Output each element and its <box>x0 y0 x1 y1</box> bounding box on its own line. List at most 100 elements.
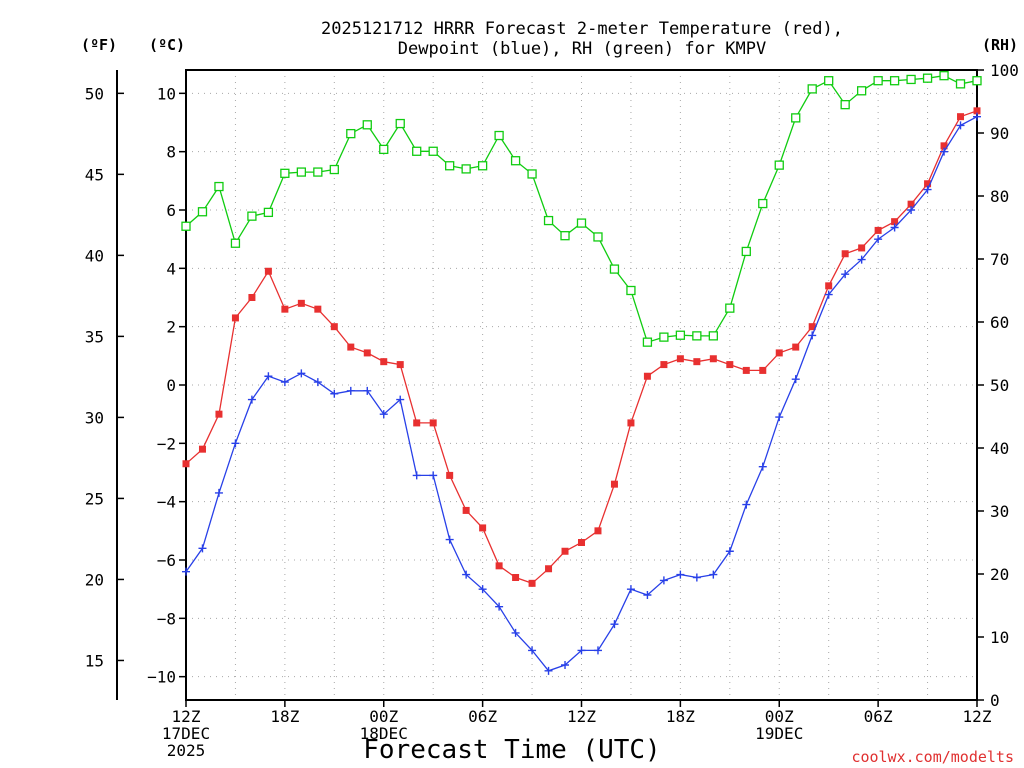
rh-point <box>576 218 587 228</box>
x-tick-label: 12Z <box>963 707 992 726</box>
fahrenheit-axis: 15 20 25 30 35 40 45 50 <box>85 84 124 670</box>
temperature-point <box>825 282 833 290</box>
x-tick-label: 18Z <box>666 707 695 726</box>
temperature-point <box>413 419 421 427</box>
temperature-point <box>231 314 239 322</box>
f-tick-label: 25 <box>85 489 104 508</box>
rh-point <box>346 128 356 139</box>
rh-tick-label: 10 <box>990 628 1009 647</box>
rh-point <box>477 161 488 171</box>
rh-point <box>955 79 966 89</box>
rh-point <box>494 130 504 141</box>
rh-point <box>214 181 224 192</box>
dewpoint-point <box>528 646 537 655</box>
rh-tick-label: 40 <box>990 439 1009 458</box>
rh-point <box>725 303 735 313</box>
dewpoint-point <box>857 255 866 264</box>
temperature-point <box>709 355 717 363</box>
temperature-point <box>429 419 437 427</box>
x-tick-label: 00Z <box>369 707 398 726</box>
series-open-square <box>181 71 982 347</box>
rh-point <box>692 331 702 341</box>
dewpoint-point <box>956 121 965 130</box>
rh-point <box>313 167 323 177</box>
dewpoint-point <box>659 576 668 585</box>
rh-point <box>856 86 867 96</box>
temperature-point <box>841 250 849 258</box>
rh-point <box>922 73 933 83</box>
rh-point <box>543 215 554 226</box>
rh-point <box>675 330 686 340</box>
dewpoint-point <box>297 369 306 378</box>
grid-lines <box>186 70 977 700</box>
temperature-point <box>479 524 487 532</box>
x-tick-label: 2025 <box>167 741 206 760</box>
rh-point <box>197 207 208 217</box>
temperature-point <box>396 361 404 369</box>
dewpoint-point <box>610 620 619 629</box>
rh-point <box>247 211 257 221</box>
temperature-point <box>363 349 371 357</box>
dewpoint-point <box>346 386 355 395</box>
unit-label-rh: (RH) <box>982 36 1018 54</box>
dewpoint-point <box>692 573 701 582</box>
rh-point <box>329 164 339 175</box>
f-tick-label: 20 <box>85 570 104 589</box>
dewpoint-point <box>973 112 981 121</box>
series-line <box>185 110 978 585</box>
temperature-point <box>693 358 701 366</box>
rh-point <box>609 264 620 274</box>
rh-point <box>972 76 982 86</box>
rh-point <box>428 146 438 156</box>
rh-point <box>395 118 405 129</box>
temperature-point <box>545 565 553 573</box>
f-tick-label: 45 <box>85 165 104 184</box>
rh-point <box>379 144 389 155</box>
rh-point <box>741 246 751 257</box>
rh-point <box>939 71 949 81</box>
dewpoint-point <box>313 378 322 387</box>
dewpoint-point <box>643 591 652 599</box>
c-tick-label: −4 <box>157 493 176 512</box>
rh-tick-label: 60 <box>990 313 1009 332</box>
rh-tick-label: 0 <box>990 691 1000 710</box>
x-axis-label: Forecast Time (UTC) <box>363 735 660 765</box>
temperature-point <box>512 574 520 581</box>
rh-point <box>774 160 784 170</box>
rh-point <box>807 84 817 94</box>
rh-tick-label: 30 <box>990 502 1009 521</box>
temperature-point <box>940 142 948 150</box>
series-plus <box>182 112 981 675</box>
dewpoint-point <box>725 547 734 556</box>
rh-point <box>461 164 471 174</box>
temperature-point <box>446 471 454 479</box>
dewpoint-point <box>264 372 273 381</box>
rh-point <box>560 231 570 241</box>
dewpoint-point <box>940 147 949 156</box>
temperature-point <box>248 294 256 301</box>
rh-point <box>906 74 916 85</box>
rh-point <box>626 285 636 296</box>
unit-label-celsius: (ºC) <box>149 36 185 54</box>
temperature-point <box>808 323 816 331</box>
temperature-point <box>462 506 470 514</box>
rh-tick-label: 90 <box>990 124 1009 143</box>
dewpoint-point <box>198 544 207 553</box>
rh-point <box>758 198 768 209</box>
temperature-point <box>561 547 569 555</box>
dewpoint-point <box>824 290 833 299</box>
rh-point <box>263 207 274 218</box>
rh-tick-label: 20 <box>990 565 1009 584</box>
dewpoint-point <box>758 462 767 471</box>
rh-point <box>445 161 455 171</box>
dewpoint-point <box>907 206 916 214</box>
temperature-point <box>627 419 635 427</box>
rh-point <box>230 238 241 248</box>
dewpoint-point <box>478 585 487 594</box>
temperature-point <box>495 562 503 570</box>
dewpoint-point <box>890 223 899 232</box>
dewpoint-point <box>247 395 256 404</box>
c-tick-label: 6 <box>166 201 176 220</box>
